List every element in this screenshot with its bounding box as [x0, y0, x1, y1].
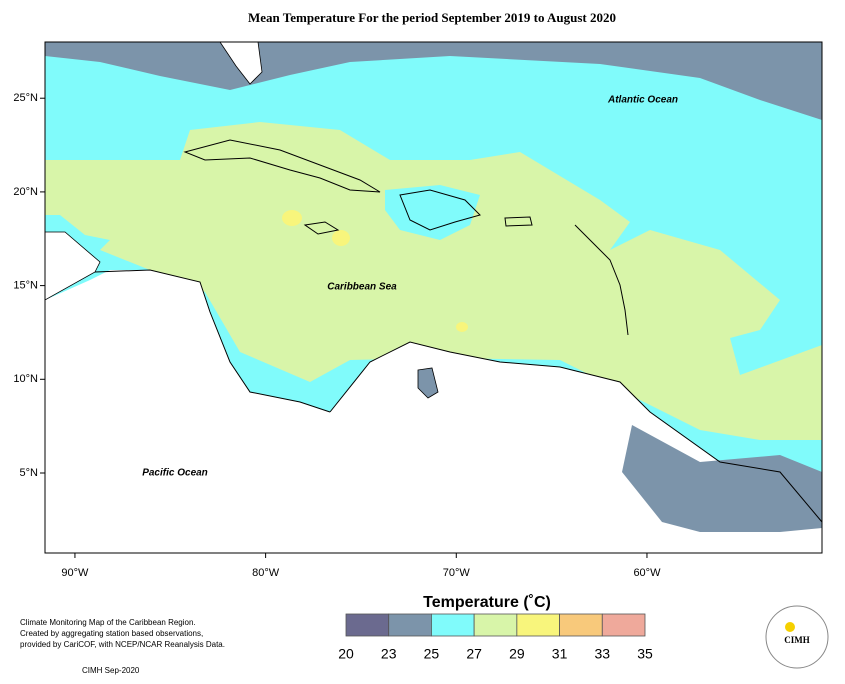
legend-swatch [388, 613, 432, 637]
coast-south-america [329, 341, 823, 523]
logo-ring [765, 605, 829, 669]
y-tick-label: 15°N [13, 280, 38, 292]
map-title: Mean Temperature For the period Septembe… [248, 10, 616, 25]
ocean-label: Pacific Ocean [142, 468, 208, 479]
legend-tick-label: 23 [381, 646, 397, 662]
coast-hispaniola [399, 189, 481, 231]
sea-label: Caribbean Sea [327, 282, 397, 293]
lake-maracaibo [417, 367, 439, 399]
warm-spot [456, 322, 468, 332]
legend-title: Temperature (˚C) [423, 594, 551, 611]
legend-tick-label: 33 [594, 646, 610, 662]
logo-sun [785, 622, 795, 632]
logo: CIMH [765, 605, 829, 669]
legend-tick-label: 25 [424, 646, 440, 662]
logo-text: CIMH [784, 635, 810, 645]
credit: CIMH Sep-2020 [82, 666, 140, 675]
warm-spot [332, 230, 350, 246]
x-tick-label: 60°W [633, 567, 661, 579]
coast-jamaica [303, 221, 340, 235]
y-tick-label: 25°N [13, 92, 38, 104]
warm-spot [282, 210, 302, 226]
coast-lesser-antilles [574, 224, 629, 336]
legend-tick-label: 20 [338, 646, 354, 662]
x-tick-label: 70°W [443, 567, 471, 579]
coast-central-america [94, 269, 331, 413]
coast-puerto-rico [504, 216, 533, 227]
legend-swatch [559, 613, 603, 637]
zone-slate-southeast [622, 425, 822, 532]
legend-tick-label: 35 [637, 646, 653, 662]
map-frame [44, 41, 823, 554]
map-area: Atlantic Ocean Caribbean Sea Pacific Oce… [44, 41, 823, 554]
legend-swatch [473, 613, 518, 637]
legend-tick-label: 27 [466, 646, 482, 662]
legend-swatch [601, 613, 646, 637]
land [45, 270, 822, 553]
coast-cuba [183, 139, 381, 193]
legend-tick-label: 29 [509, 646, 525, 662]
legend-tick-label: 31 [552, 646, 568, 662]
zone-green [45, 122, 822, 440]
legend-swatch [345, 613, 390, 637]
zone-cyan-greater-antilles [385, 185, 480, 240]
y-tick-label: 10°N [13, 373, 38, 385]
x-tick-label: 80°W [252, 567, 280, 579]
y-tick-label: 5°N [20, 467, 39, 479]
note-line: Created by aggregating station based obs… [20, 629, 203, 638]
note-line: provided by CariCOF, with NCEP/NCAR Rean… [20, 640, 225, 649]
x-tick-label: 90°W [61, 567, 89, 579]
axes: 90°W 80°W 70°W 60°W 25°N 20°N 15°N 10°N 5°N [13, 92, 661, 579]
y-tick-label: 20°N [13, 186, 38, 198]
color-legend: 20 23 25 27 29 31 33 35 [338, 613, 653, 662]
note-line: Climate Monitoring Map of the Caribbean … [20, 618, 196, 627]
legend-swatch [431, 613, 475, 637]
ocean-label: Atlantic Ocean [607, 95, 678, 106]
legend-swatch [516, 613, 560, 637]
